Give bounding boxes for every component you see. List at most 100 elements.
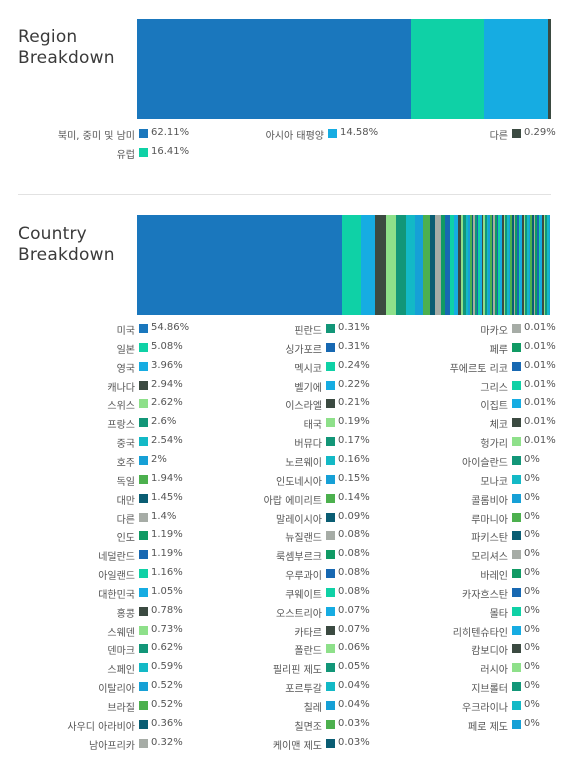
bar-segment-남아프리카[interactable] (473, 215, 476, 315)
legend-item[interactable]: 유럽 16.41% (117, 145, 199, 162)
legend-item[interactable]: 이탈리아 0.52% (98, 679, 199, 696)
bar-segment-아일랜드[interactable] (449, 215, 454, 315)
legend-item[interactable]: 케이맨 제도 0.03% (273, 736, 386, 753)
bar-segment-독일[interactable] (422, 215, 430, 315)
legend-item[interactable]: 벨기에 0.22% (294, 378, 386, 395)
legend-item[interactable]: 스위스 2.62% (107, 396, 199, 413)
bar-segment-인도[interactable] (440, 215, 446, 315)
bar-segment-스위스[interactable] (386, 215, 397, 315)
legend-item[interactable]: 중국 2.54% (117, 434, 199, 451)
bar-segment-이스라엘[interactable] (481, 215, 484, 315)
legend-item[interactable]: 북미, 중미 및 남미 62.11% (58, 126, 199, 143)
legend-item[interactable]: 버뮤다 0.17% (294, 434, 386, 451)
bar-segment-중국[interactable] (405, 215, 416, 315)
bar-segment-호주[interactable] (415, 215, 423, 315)
bar-segment-이탈리아[interactable] (467, 215, 470, 315)
bar-segment-다른[interactable] (435, 215, 441, 315)
legend-item[interactable]: 리히텐슈타인 0% (453, 623, 572, 640)
legend-item[interactable]: 파키스탄 0% (471, 528, 572, 545)
bar-segment-덴마크[interactable] (463, 215, 466, 315)
legend-item[interactable]: 호주 2% (117, 453, 199, 470)
bar-segment-체코[interactable] (521, 215, 524, 315)
bar-segment-유럽[interactable] (411, 19, 484, 119)
bar-segment-폴란드[interactable] (503, 215, 506, 315)
legend-item[interactable]: 스페인 0.59% (107, 660, 199, 677)
legend-item[interactable]: 푸에르토 리코 0.01% (450, 359, 572, 376)
bar-segment-페루[interactable] (515, 215, 517, 315)
bar-segment-모나코[interactable] (526, 215, 529, 315)
bar-segment-몰타[interactable] (538, 215, 541, 315)
bar-segment-오스트리아[interactable] (500, 215, 502, 315)
legend-item[interactable]: 이스라엘 0.21% (285, 396, 386, 413)
bar-segment-필리핀-제도[interactable] (505, 215, 507, 315)
bar-segment-벨기에[interactable] (480, 215, 482, 315)
bar-segment-아랍-에미리트[interactable] (490, 215, 492, 315)
bar-segment-노르웨이[interactable] (486, 215, 489, 315)
legend-item[interactable]: 사우디 아라비아 0.36% (67, 717, 199, 734)
bar-segment-리히텐슈타인[interactable] (540, 215, 542, 315)
bar-segment-뉴질랜드[interactable] (493, 215, 496, 315)
legend-item[interactable]: 페로 제도 0% (468, 717, 572, 734)
legend-item[interactable]: 멕시코 0.24% (294, 359, 386, 376)
legend-item[interactable]: 페루 0.01% (490, 340, 572, 357)
bar-segment-캐나다[interactable] (375, 215, 387, 315)
bar-segment-마카오[interactable] (513, 215, 516, 315)
legend-item[interactable]: 지브롤터 0% (471, 679, 572, 696)
bar-segment-멕시코[interactable] (478, 215, 481, 315)
legend-item[interactable]: 폴란드 0.06% (294, 641, 386, 658)
bar-segment-말레이시아[interactable] (491, 215, 494, 315)
bar-segment-케이맨-제도[interactable] (511, 215, 514, 315)
legend-item[interactable]: 룩셈부르크 0.08% (276, 547, 386, 564)
bar-segment-콜롬비아[interactable] (528, 215, 531, 315)
legend-item[interactable]: 루마니아 0% (471, 510, 572, 527)
bar-segment-영국[interactable] (360, 215, 376, 315)
legend-item[interactable]: 칠레 0.04% (304, 698, 386, 715)
legend-item[interactable]: 우크라이나 0% (462, 698, 572, 715)
legend-item[interactable]: 그리스 0.01% (480, 378, 572, 395)
bar-segment-대한민국[interactable] (453, 215, 458, 315)
legend-item[interactable]: 아랍 에미리트 0.14% (264, 491, 386, 508)
bar-segment-스페인[interactable] (465, 215, 468, 315)
legend-item[interactable]: 프랑스 2.6% (107, 415, 199, 432)
bar-segment-아이슬란드[interactable] (525, 215, 527, 315)
legend-item[interactable]: 체코 0.01% (490, 415, 572, 432)
legend-item[interactable]: 대만 1.45% (117, 491, 199, 508)
legend-item[interactable]: 뉴질랜드 0.08% (285, 528, 386, 545)
legend-item[interactable]: 바레인 0% (480, 566, 572, 583)
legend-item[interactable]: 칠면조 0.03% (294, 717, 386, 734)
legend-item[interactable]: 미국 54.86% (117, 321, 199, 338)
bar-segment-포르투갈[interactable] (506, 215, 509, 315)
bar-segment-일본[interactable] (341, 215, 361, 315)
bar-segment-홍콩[interactable] (457, 215, 461, 315)
legend-item[interactable]: 태국 0.19% (304, 415, 386, 432)
bar-segment-사우디-아라비아[interactable] (471, 215, 474, 315)
legend-item[interactable]: 아이슬란드 0% (462, 453, 572, 470)
legend-item[interactable]: 홍콩 0.78% (117, 604, 199, 621)
bar-segment-핀란드[interactable] (475, 215, 477, 315)
legend-item[interactable]: 아일랜드 1.16% (98, 566, 199, 583)
bar-segment-카타르[interactable] (501, 215, 504, 315)
bar-segment-미국[interactable] (137, 215, 342, 315)
bar-segment-바레인[interactable] (535, 215, 537, 315)
bar-segment-페로-제도[interactable] (548, 215, 551, 315)
legend-item[interactable]: 영국 3.96% (117, 359, 199, 376)
bar-segment-다른[interactable] (547, 19, 551, 119)
legend-item[interactable]: 다른 1.4% (117, 510, 199, 527)
legend-item[interactable]: 네덜란드 1.19% (98, 547, 199, 564)
legend-item[interactable]: 카타르 0.07% (294, 623, 386, 640)
bar-segment-카자흐스탄[interactable] (536, 215, 539, 315)
legend-item[interactable]: 노르웨이 0.16% (285, 453, 386, 470)
legend-item[interactable]: 모나코 0% (480, 472, 572, 489)
bar-segment-프랑스[interactable] (396, 215, 406, 315)
bar-segment-칠면조[interactable] (510, 215, 512, 315)
bar-segment-헝가리[interactable] (523, 215, 526, 315)
bar-segment-러시아[interactable] (543, 215, 546, 315)
legend-item[interactable]: 모리셔스 0% (471, 547, 572, 564)
legend-item[interactable]: 우루과이 0.08% (285, 566, 386, 583)
bar-segment-파키스탄[interactable] (531, 215, 534, 315)
legend-item[interactable]: 다른 0.29% (490, 126, 572, 143)
legend-item[interactable]: 일본 5.08% (117, 340, 199, 357)
legend-item[interactable]: 스웨덴 0.73% (107, 623, 199, 640)
bar-segment-우루과이[interactable] (496, 215, 499, 315)
legend-item[interactable]: 캐나다 2.94% (107, 378, 199, 395)
